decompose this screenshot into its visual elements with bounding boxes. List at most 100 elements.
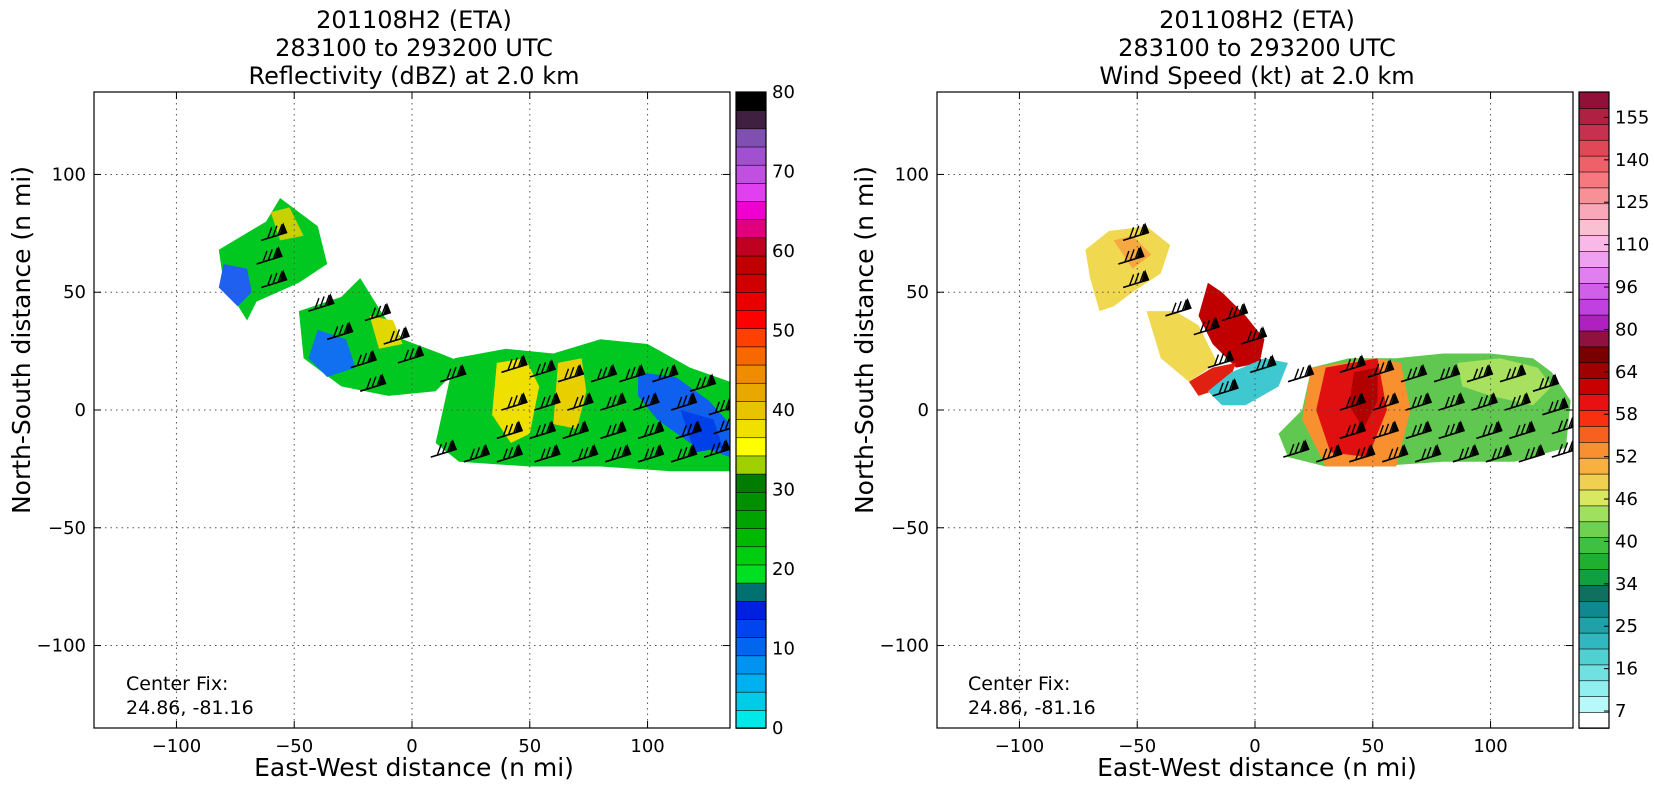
wind-barb [1504,392,1531,411]
wind-barb [383,326,410,345]
colorbar-tick-label: 34 [1615,574,1638,595]
wind-barb [1165,297,1192,317]
colorbar-segment [735,509,767,529]
colorbar-tick-label: 110 [1615,235,1649,256]
wind-barb [652,363,679,383]
x-tick-label: 0 [406,736,417,757]
colorbar-segment [1578,425,1610,443]
wind-barb [430,439,458,458]
wind-barb [670,443,698,463]
wind-barb [1551,440,1573,458]
colorbar-segment [1578,298,1610,316]
wind-barb [1240,326,1268,345]
colorbar-segment [1578,441,1610,459]
wind-barb [1221,302,1249,322]
colorbar-segment [735,455,767,475]
colorbar-segment [1578,361,1610,379]
colorbar-segment [735,346,767,366]
center-fix-value: 24.86, -81.16 [968,697,1096,719]
wind-barb [600,392,627,411]
wind-barb [689,373,717,392]
wind-barb [440,363,467,383]
colorbar-segment [735,382,767,402]
colorbar-tick-label: 40 [772,400,795,421]
x-tick-label: −100 [995,736,1044,757]
wind-barb [534,443,561,463]
colorbar-segment [735,273,767,293]
colorbar-tick-label: 125 [1615,192,1649,213]
colorbar-segment [735,636,767,657]
colorbar-tick-label: 60 [772,241,795,262]
wind-barb [1466,363,1494,383]
colorbar-tick-label: 140 [1615,150,1649,171]
x-tick-label: 100 [1473,736,1507,757]
wind-barb [571,443,599,463]
colorbar-segment [735,218,767,239]
colorbar-segment [735,545,767,566]
title-line-1: 201108H2 (ETA) [1159,6,1355,34]
wind-barb [260,269,288,289]
title-line-2: 283100 to 293200 UTC [275,34,553,62]
wind-barb [1471,392,1498,411]
colorbar-segment [1578,187,1610,205]
y-tick-label: 50 [906,282,929,303]
colorbar-tick-label: 155 [1615,107,1649,128]
wind-barb [359,373,387,392]
wind-barb [1118,246,1145,265]
reflectivity-plot-area: −100 −50 0 50 100 −100 −50 0 50 100 [37,91,731,757]
wind-barb [529,359,557,378]
colorbar-segment [735,164,767,184]
wind-barb [1405,392,1433,411]
data-layer [937,92,1573,728]
wind-barb [463,443,491,463]
colorbar-segment [1578,616,1610,634]
colorbar-tick-label: 20 [772,559,795,580]
colorbar-segment [735,200,767,220]
wind-barb [1518,443,1546,463]
colorbar-segment [735,128,767,148]
colorbar-segment [1578,520,1610,538]
center-fix-label: Center Fix: [126,673,228,695]
wind-barb [1339,420,1367,440]
colorbar-segment [1578,250,1610,268]
colorbar-segment [1578,218,1610,236]
wind-barb [1372,420,1400,440]
wind-barb [1551,417,1573,435]
wind-barb [1438,392,1465,411]
wind-barb [557,363,585,383]
colorbar-segment [735,709,767,729]
colorbar-segment [1578,203,1610,221]
wind-barb [496,443,524,463]
y-axis-label: North-South distance (n mi) [850,166,879,514]
wind-barb [562,420,590,440]
echo-region-main-band-blue-2 [680,410,723,453]
colorbar-segment [735,255,767,275]
wind-barb [1532,373,1560,392]
y-tick-label: −100 [880,636,929,657]
colorbar-segment [735,564,767,584]
wind-barb [308,293,335,312]
wind-barb [1212,377,1239,397]
y-tick-label: −50 [48,518,86,539]
wind-barb [364,302,392,322]
x-tick-label: 50 [518,736,541,757]
data-layer [94,92,730,728]
y-tick-label: 100 [52,164,86,185]
colorbar-segment [1578,632,1610,650]
colorbar-tick-label: 40 [1615,531,1638,552]
wind-barb [1367,359,1395,378]
colorbar-segment [735,582,767,602]
colorbar-frame [1578,91,1610,729]
colorbar-tick-label: 50 [772,321,795,342]
colorbar-segment [1578,536,1610,554]
colorbar-tick-label: 16 [1615,659,1638,680]
colorbar-segment [735,182,767,202]
wind-speed-title: 201108H2 (ETA) 283100 to 293200 UTC Wind… [1099,6,1414,90]
wind-barb [637,443,665,463]
echo-region-mid-arm-outer [1146,311,1218,382]
y-tick-label: 50 [63,282,86,303]
x-tick-label: 100 [630,736,664,757]
wind-barb [529,420,557,440]
colorbar-segment [1578,600,1610,618]
